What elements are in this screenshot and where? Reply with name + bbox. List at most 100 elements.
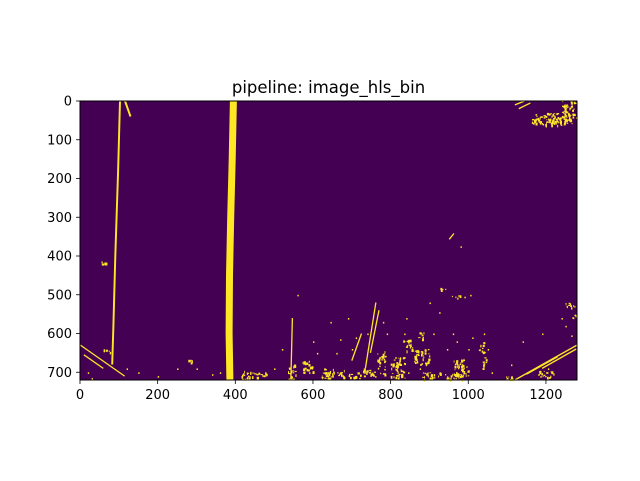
pixel-cluster — [101, 261, 108, 266]
pixel-speck — [426, 373, 428, 376]
pixel-speck — [482, 344, 485, 347]
pixel-speck — [377, 361, 380, 363]
pixel-speck — [293, 366, 297, 368]
pixel-speck — [507, 378, 509, 380]
pixel-speck — [399, 363, 402, 365]
pixel-speck — [553, 117, 556, 120]
pixel-speck — [453, 378, 455, 380]
pixel-speck — [416, 362, 419, 364]
pixel-speck — [258, 372, 260, 375]
pixel-speck — [396, 375, 399, 377]
pixel-cluster — [254, 372, 268, 380]
pixel-speck — [561, 318, 563, 320]
pixel-speck — [538, 121, 541, 123]
pixel-speck — [566, 116, 568, 118]
lane-line-1 — [111, 100, 121, 365]
pixel-speck — [467, 371, 470, 373]
pixel-cluster — [451, 295, 462, 300]
pixel-speck — [321, 375, 324, 377]
pixel-speck — [458, 377, 461, 379]
pixel-speck — [565, 107, 568, 109]
pixel-speck — [418, 355, 420, 356]
pixel-speck — [540, 376, 543, 378]
pixel-speck — [400, 370, 402, 373]
pixel-speck — [325, 374, 326, 376]
pixel-speck — [421, 352, 424, 355]
pixel-speck — [539, 370, 542, 374]
pixel-speck — [249, 376, 251, 380]
pixel-speck — [565, 303, 567, 304]
pixel-speck — [324, 372, 326, 374]
pixel-speck — [288, 367, 291, 370]
pixel-speck — [429, 377, 432, 381]
pixel-speck — [332, 376, 334, 378]
pixel-speck — [368, 369, 371, 371]
pixel-speck — [395, 369, 398, 371]
pixel-speck — [325, 369, 327, 371]
pixel-speck — [377, 359, 379, 363]
y-axis: 0 100 200 300 400 500 600 700 — [47, 95, 80, 381]
pixel-speck — [355, 337, 358, 339]
pixel-cluster — [440, 287, 447, 292]
pixel-speck — [337, 372, 339, 374]
pixel-speck — [411, 349, 414, 352]
pixel-speck — [393, 359, 396, 361]
pixel-speck — [542, 375, 544, 377]
lane-line-2 — [124, 100, 132, 117]
pixel-speck — [550, 122, 554, 125]
pixel-speck — [293, 371, 295, 374]
x-tick-label: 200 — [145, 388, 170, 403]
pixel-speck — [363, 368, 366, 371]
pixel-speck — [266, 374, 268, 376]
pixel-segment — [526, 356, 558, 375]
pixel-speck — [455, 377, 457, 380]
pixel-speck — [422, 334, 423, 336]
y-tick-label: 600 — [47, 327, 72, 342]
pixel-speck — [553, 113, 556, 115]
pixel-speck — [219, 372, 222, 374]
pixel-speck — [428, 358, 431, 362]
pixel-speck — [569, 114, 572, 116]
pixel-speck — [446, 377, 448, 381]
pixel-speck — [404, 377, 406, 379]
pixel-speck — [429, 302, 431, 305]
pixel-speck — [426, 362, 429, 364]
pixel-speck — [537, 117, 540, 120]
pixel-speck — [457, 364, 459, 366]
pixel-segment — [364, 302, 377, 369]
pixel-speck — [391, 373, 394, 374]
pixel-speck — [454, 367, 457, 369]
pixel-speck — [456, 341, 458, 343]
pixel-speck — [416, 354, 418, 357]
pixel-speck — [414, 350, 417, 352]
pixel-speck — [565, 304, 567, 306]
pixel-speck — [306, 369, 309, 371]
pixel-speck — [417, 354, 420, 355]
x-tick-label: 1200 — [529, 388, 562, 403]
pixel-speck — [547, 376, 549, 380]
pixel-speck — [455, 296, 457, 299]
pixel-speck — [551, 125, 553, 128]
pixel-speck — [541, 373, 544, 376]
y-tick-label: 100 — [47, 133, 72, 148]
pixel-speck — [406, 350, 408, 354]
pixel-speck — [536, 119, 539, 121]
pixel-speck — [482, 351, 485, 355]
pixel-speck — [461, 369, 464, 372]
pixel-speck — [460, 362, 462, 365]
pixel-speck — [390, 375, 393, 379]
pixel-speck — [569, 119, 573, 123]
pixel-speck — [559, 118, 562, 121]
pixel-speck — [399, 358, 401, 360]
pixel-cluster — [360, 368, 376, 378]
pixel-cluster — [460, 365, 470, 378]
pixel-speck — [550, 375, 552, 378]
pixel-speck — [377, 367, 380, 370]
pixel-speck — [363, 372, 367, 374]
pixel-speck — [556, 113, 558, 116]
lane-line-3 — [225, 100, 237, 381]
pixel-speck — [309, 372, 311, 374]
pixel-speck — [485, 361, 488, 364]
pixel-speck — [379, 356, 381, 360]
pixel-speck — [419, 368, 422, 370]
